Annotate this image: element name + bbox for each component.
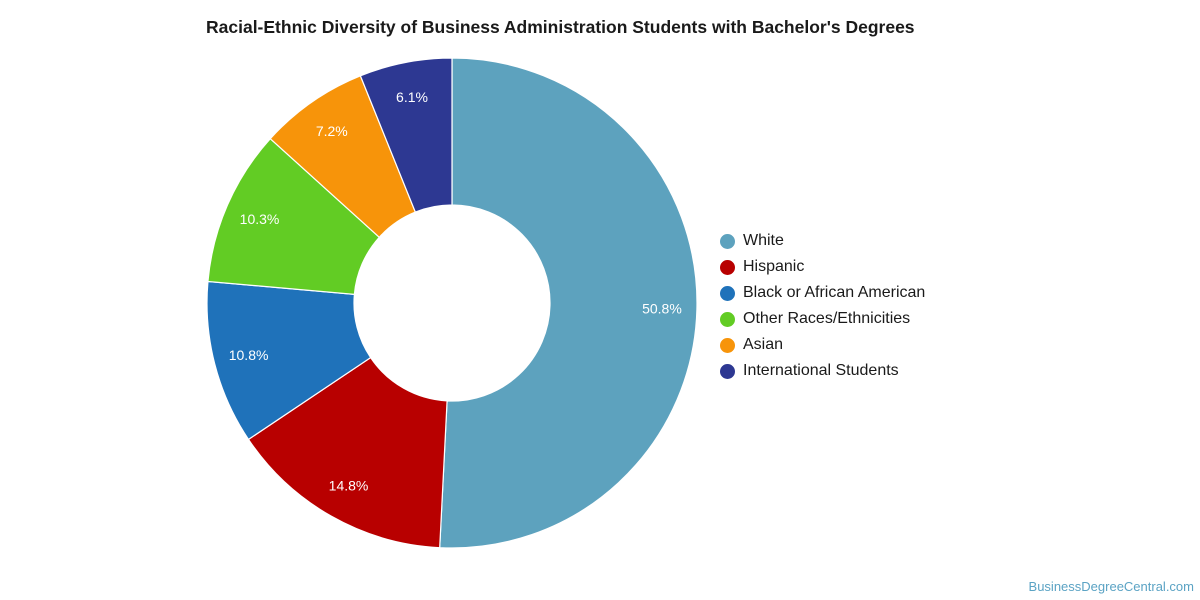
data-label-other-races-ethnicities: 10.3% xyxy=(240,211,280,227)
slice-other-races-ethnicities[interactable] xyxy=(207,137,381,296)
data-label-white: 50.8% xyxy=(642,300,682,316)
legend-item-hispanic[interactable]: Hispanic xyxy=(720,254,925,280)
legend-swatch-icon xyxy=(720,285,735,301)
legend-item-international-students[interactable]: International Students xyxy=(720,358,925,384)
data-label-asian: 7.2% xyxy=(316,123,348,139)
legend-item-other-races-ethnicities[interactable]: Other Races/Ethnicities xyxy=(720,306,925,332)
slice-international-students[interactable] xyxy=(359,57,453,213)
data-label-hispanic: 14.8% xyxy=(329,478,369,494)
watermark-link[interactable]: BusinessDegreeCentral.com xyxy=(1028,579,1194,594)
legend-swatch-icon xyxy=(720,233,735,249)
legend-item-black-or-african-american[interactable]: Black or African American xyxy=(720,280,925,306)
slice-hispanic[interactable] xyxy=(247,356,448,549)
data-label-international-students: 6.1% xyxy=(396,89,428,105)
chart-legend: White Hispanic Black or African American Ot… xyxy=(720,228,925,384)
legend-swatch-icon xyxy=(720,337,735,353)
legend-label: International Students xyxy=(743,362,899,379)
legend-swatch-icon xyxy=(720,311,735,327)
data-label-black-or-african-american: 10.8% xyxy=(229,347,269,363)
legend-label: White xyxy=(743,232,784,249)
chart-title: Racial-Ethnic Diversity of Business Admi… xyxy=(206,17,915,37)
legend-item-white[interactable]: White xyxy=(720,228,925,254)
slice-white[interactable] xyxy=(439,57,698,549)
legend-item-asian[interactable]: Asian xyxy=(720,332,925,358)
legend-label: Hispanic xyxy=(743,258,805,275)
legend-label: Asian xyxy=(743,336,784,353)
legend-swatch-icon xyxy=(720,259,735,275)
legend-swatch-icon xyxy=(720,363,735,379)
legend-label: Other Races/Ethnicities xyxy=(743,310,911,327)
legend-label: Black or African American xyxy=(743,284,926,301)
